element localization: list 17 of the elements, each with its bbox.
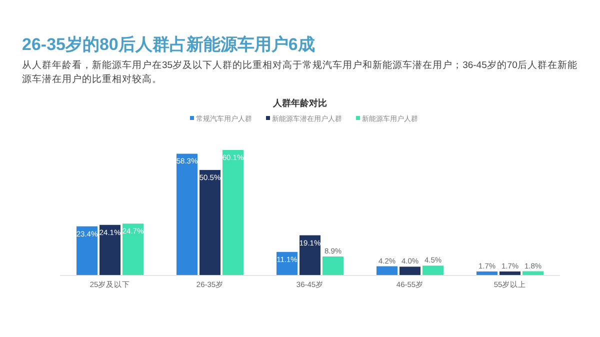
bar <box>176 154 198 275</box>
bar <box>376 266 398 275</box>
bar <box>400 266 420 275</box>
chart-title: 26-35岁的80后人群占新能源车用户6成 <box>22 35 315 54</box>
bar <box>122 224 144 275</box>
bar <box>222 150 244 275</box>
bar <box>422 266 444 275</box>
bar <box>500 271 520 275</box>
chart-subtitle: 从人群年龄看，新能源车用户在35岁及以下人群的比重相对高于常规汽车用户和新能源车潜在用户；36-45岁的70后人群在新能源车潜在用户的比重相对较高。 <box>22 59 578 85</box>
bar <box>476 271 498 275</box>
bar <box>100 224 120 275</box>
bar <box>300 235 320 275</box>
bar <box>76 226 98 275</box>
bar <box>200 170 220 275</box>
text: 人群年龄对比 <box>272 98 327 108</box>
bar <box>522 271 544 275</box>
bar <box>322 256 344 275</box>
